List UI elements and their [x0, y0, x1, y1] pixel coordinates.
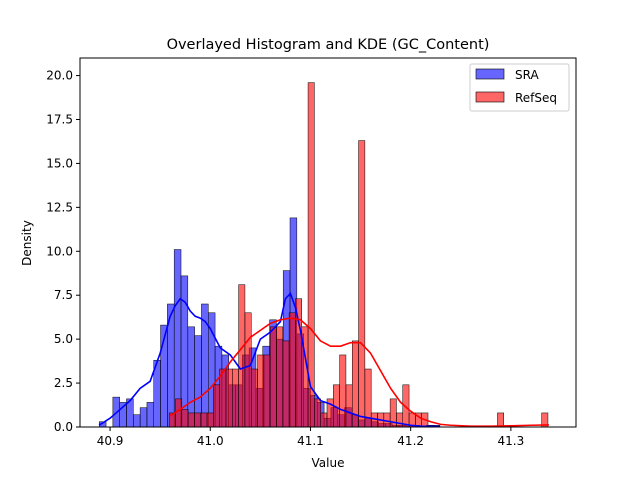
refseq-bin: [206, 412, 214, 428]
y-axis-label: Density: [20, 220, 34, 266]
refseq-bin: [187, 412, 195, 428]
y-axis-ticks: 0.0 2.5 5.0 7.5 10.0 12.5 15.0 17.5 20.0: [46, 69, 80, 434]
sra-bin: [133, 414, 141, 428]
refseq-bin: [276, 326, 284, 428]
refseq-bin: [396, 412, 404, 428]
refseq-bin: [225, 368, 233, 428]
legend-swatch-sra: [475, 68, 505, 80]
refseq-histogram: [168, 82, 549, 428]
refseq-bin: [320, 412, 328, 428]
refseq-bin: [200, 412, 208, 428]
refseq-bin: [295, 298, 302, 428]
x-tick-label: 41.1: [297, 434, 324, 448]
x-tick-label: 41.2: [397, 434, 424, 448]
sra-kde-line: [98, 291, 440, 428]
axes-frame: [79, 57, 577, 428]
x-tick-label: 40.9: [97, 434, 124, 448]
y-tick-label: 15.0: [46, 156, 73, 170]
refseq-kde-line: [168, 317, 549, 427]
refseq-bin: [358, 140, 366, 428]
refseq-bin: [497, 412, 505, 428]
refseq-bin: [219, 368, 227, 428]
refseq-bin: [288, 312, 296, 428]
legend: SRA RefSeq: [469, 63, 570, 112]
refseq-bin: [257, 354, 265, 428]
sra-bin: [201, 303, 209, 428]
y-tick-label: 0.0: [54, 420, 73, 434]
y-tick-label: 17.5: [46, 113, 73, 127]
refseq-bin: [194, 412, 201, 428]
refseq-bin: [250, 368, 258, 428]
refseq-bin: [282, 340, 290, 428]
refseq-bin: [238, 284, 246, 428]
refseq-bin: [244, 312, 252, 428]
x-axis-label: Value: [312, 456, 345, 470]
y-tick-label: 10.0: [46, 244, 73, 258]
refseq-bin: [339, 354, 347, 428]
y-tick-label: 20.0: [46, 69, 73, 83]
x-tick-label: 41.3: [498, 434, 525, 448]
x-axis-ticks: 40.9 41.0 41.1 41.2 41.3: [97, 427, 525, 448]
x-tick-label: 41.0: [197, 434, 224, 448]
refseq-bin: [314, 398, 321, 428]
y-tick-label: 12.5: [46, 200, 73, 214]
y-tick-label: 2.5: [54, 376, 73, 390]
sra-bin: [146, 402, 154, 428]
refseq-bin: [269, 326, 277, 428]
plot-area-border: [79, 57, 577, 428]
refseq-bin: [345, 384, 353, 428]
refseq-bin: [263, 354, 271, 428]
legend-label-sra: SRA: [515, 68, 539, 82]
sra-bin: [187, 326, 195, 428]
sra-bin: [139, 407, 148, 428]
legend-label-refseq: RefSeq: [515, 91, 557, 105]
refseq-bin: [181, 409, 189, 428]
refseq-bin: [213, 384, 220, 428]
y-tick-label: 5.0: [54, 332, 73, 346]
refseq-bin: [175, 398, 183, 428]
y-tick-label: 7.5: [54, 288, 73, 302]
refseq-bin: [232, 368, 239, 428]
chart-title: Overlayed Histogram and KDE (GC_Content): [167, 37, 490, 53]
legend-swatch-refseq: [475, 91, 505, 103]
